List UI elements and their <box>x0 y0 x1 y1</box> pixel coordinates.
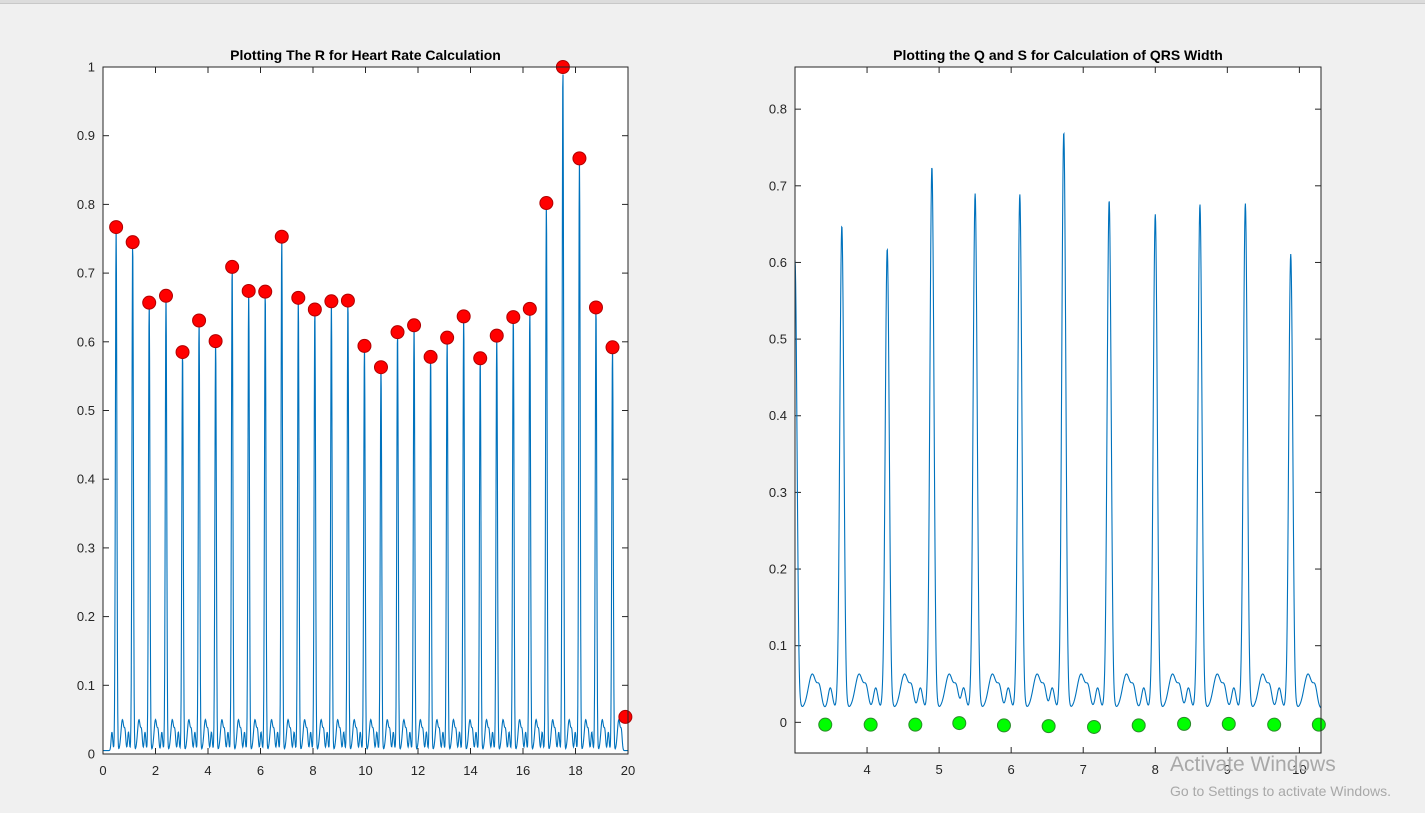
qs-point-marker <box>908 717 923 732</box>
qs-point-marker <box>952 716 967 731</box>
r-peak-marker <box>291 290 306 305</box>
y-tick-label: 0.7 <box>77 266 95 281</box>
r-peak-marker <box>324 294 339 309</box>
y-tick-label: 0.4 <box>769 408 787 423</box>
y-tick-label: 0.4 <box>77 472 95 487</box>
y-tick-label: 0.2 <box>769 562 787 577</box>
r-peak-marker <box>522 301 537 316</box>
r-peak-marker <box>241 283 256 298</box>
r-peak-marker <box>390 325 405 340</box>
r-peak-marker <box>142 295 157 310</box>
x-tick-label: 4 <box>204 763 211 778</box>
r-peak-marker <box>605 340 620 355</box>
r-peak-marker <box>208 334 223 349</box>
y-tick-label: 0.3 <box>769 485 787 500</box>
x-tick-label: 8 <box>1152 762 1159 777</box>
x-tick-label: 10 <box>1292 762 1306 777</box>
ecg-signal-line <box>103 74 628 752</box>
r-peak-marker <box>340 293 355 308</box>
r-peak-marker <box>274 229 289 244</box>
r-peak-marker <box>225 259 240 274</box>
x-tick-label: 9 <box>1224 762 1231 777</box>
axes-box <box>102 66 629 755</box>
x-tick-label: 0 <box>99 763 106 778</box>
y-tick-label: 0.8 <box>769 102 787 117</box>
x-tick-label: 4 <box>863 762 870 777</box>
r-peak-marker <box>618 709 633 724</box>
plot-qs-points: Plotting the Q and S for Calculation of … <box>769 47 1326 777</box>
x-tick-label: 16 <box>516 763 530 778</box>
y-tick-label: 0.6 <box>77 334 95 349</box>
qs-point-marker <box>1267 717 1282 732</box>
qs-point-marker <box>1131 718 1146 733</box>
x-tick-label: 20 <box>621 763 635 778</box>
x-tick-label: 2 <box>152 763 159 778</box>
y-tick-label: 0.1 <box>77 678 95 693</box>
ecg-signal-line <box>794 131 1322 709</box>
x-tick-label: 14 <box>463 763 477 778</box>
r-peak-marker <box>307 302 322 317</box>
qs-point-marker <box>1177 716 1192 731</box>
chart-title: Plotting The R for Heart Rate Calculatio… <box>230 47 501 63</box>
r-peak-marker <box>175 345 190 360</box>
y-tick-label: 0 <box>780 715 787 730</box>
r-peak-marker <box>258 284 273 299</box>
y-tick-label: 0.7 <box>769 178 787 193</box>
r-peak-marker <box>373 360 388 375</box>
x-tick-label: 8 <box>309 763 316 778</box>
r-peak-marker <box>440 330 455 345</box>
r-peak-marker <box>357 338 372 353</box>
axes-box <box>794 66 1322 754</box>
x-tick-label: 7 <box>1080 762 1087 777</box>
y-tick-label: 0.3 <box>77 540 95 555</box>
r-peak-marker <box>539 196 554 211</box>
r-peak-marker <box>506 310 521 325</box>
window-top-edge <box>0 0 1425 4</box>
qs-point-marker <box>1311 717 1326 732</box>
r-peak-marker <box>456 309 471 324</box>
x-tick-label: 6 <box>257 763 264 778</box>
qs-point-marker <box>818 717 833 732</box>
r-peak-marker <box>423 349 438 364</box>
chart-title: Plotting the Q and S for Calculation of … <box>893 47 1223 63</box>
r-peak-marker <box>192 313 207 328</box>
r-peak-marker <box>572 151 587 166</box>
r-peak-marker <box>473 351 488 366</box>
series-group <box>794 131 1326 734</box>
y-tick-label: 0 <box>88 747 95 762</box>
y-tick-label: 0.5 <box>769 332 787 347</box>
x-tick-label: 6 <box>1008 762 1015 777</box>
x-tick-label: 10 <box>358 763 372 778</box>
r-peak-marker <box>588 300 603 315</box>
y-tick-label: 0.6 <box>769 255 787 270</box>
x-tick-label: 5 <box>935 762 942 777</box>
r-peak-marker <box>407 318 422 333</box>
qs-point-marker <box>1041 719 1056 734</box>
qs-point-marker <box>1221 716 1236 731</box>
x-tick-label: 18 <box>568 763 582 778</box>
y-tick-label: 0.9 <box>77 128 95 143</box>
r-peak-marker <box>109 220 124 235</box>
axes-background <box>795 67 1321 753</box>
r-peak-marker <box>159 288 173 303</box>
qs-point-marker <box>863 717 878 732</box>
y-tick-label: 0.8 <box>77 197 95 212</box>
r-peak-marker <box>489 328 504 343</box>
y-tick-label: 0.1 <box>769 638 787 653</box>
series-group <box>103 60 633 752</box>
qs-point-marker <box>996 718 1011 733</box>
x-tick-label: 12 <box>411 763 425 778</box>
r-peak-marker <box>125 235 140 250</box>
y-tick-label: 1 <box>88 60 95 75</box>
y-tick-label: 0.2 <box>77 609 95 624</box>
y-tick-label: 0.5 <box>77 403 95 418</box>
axes-ticks: 0 2 4 6 8 10 12 14 16 18 20 0 0.1 0.2 0.3 0.4 0.5 0.6 0.7 0… <box>77 60 635 779</box>
plot-r-peaks: Plotting The R for Heart Rate Calculatio… <box>77 47 635 778</box>
qs-point-marker <box>1087 719 1102 734</box>
